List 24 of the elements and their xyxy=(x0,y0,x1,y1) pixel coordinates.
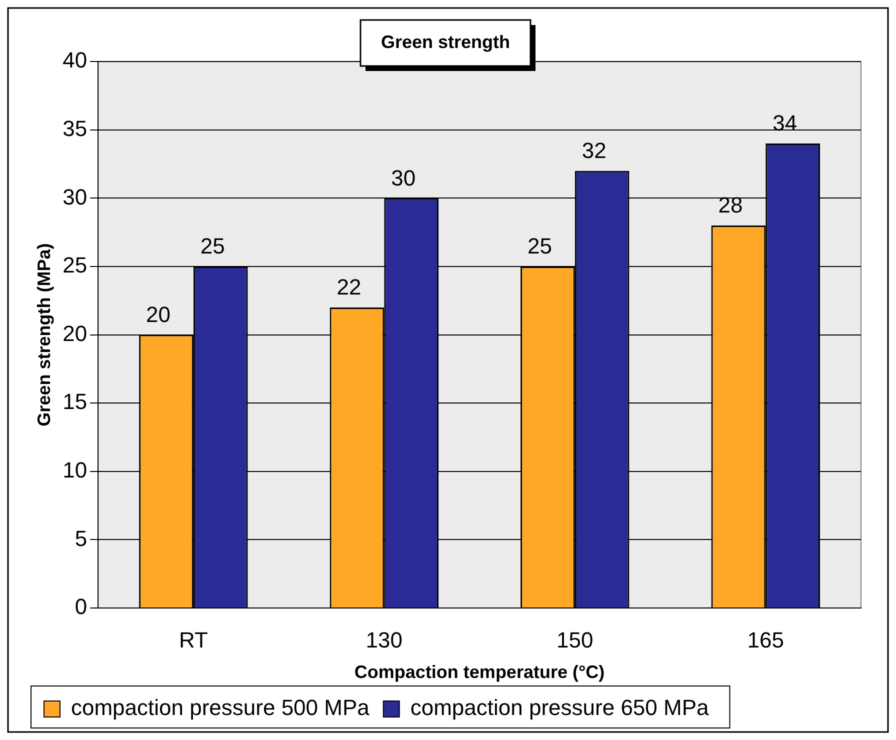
y-tick-label: 15 xyxy=(62,389,88,414)
data-label: 32 xyxy=(582,138,606,163)
legend-label: compaction pressure 500 MPa xyxy=(71,695,370,720)
y-tick-label: 25 xyxy=(62,252,88,278)
y-tick-label: 30 xyxy=(62,184,88,210)
x-tick-label: 165 xyxy=(747,627,784,652)
y-tick-label: 10 xyxy=(62,457,88,482)
data-label: 25 xyxy=(527,234,552,259)
legend-label: compaction pressure 650 MPa xyxy=(410,695,710,720)
y-tick-label: 20 xyxy=(62,320,88,346)
data-label: 22 xyxy=(336,274,362,300)
y-tick-label: 0 xyxy=(74,594,88,620)
data-label: 25 xyxy=(200,234,225,259)
x-tick-label: 150 xyxy=(556,627,594,652)
x-tick-label: RT xyxy=(178,627,208,652)
y-tick-label: 35 xyxy=(62,116,88,141)
y-axis-title: Green strength (MPa) xyxy=(34,243,54,426)
x-axis-title: Compaction temperature (°C) xyxy=(354,662,605,682)
data-label: 30 xyxy=(391,165,416,190)
chart-title: Green strength xyxy=(380,32,510,52)
y-tick-label: 5 xyxy=(74,526,88,551)
data-label: 20 xyxy=(146,302,170,327)
x-tick-label: 130 xyxy=(366,627,403,652)
y-tick-label: 40 xyxy=(62,48,88,73)
